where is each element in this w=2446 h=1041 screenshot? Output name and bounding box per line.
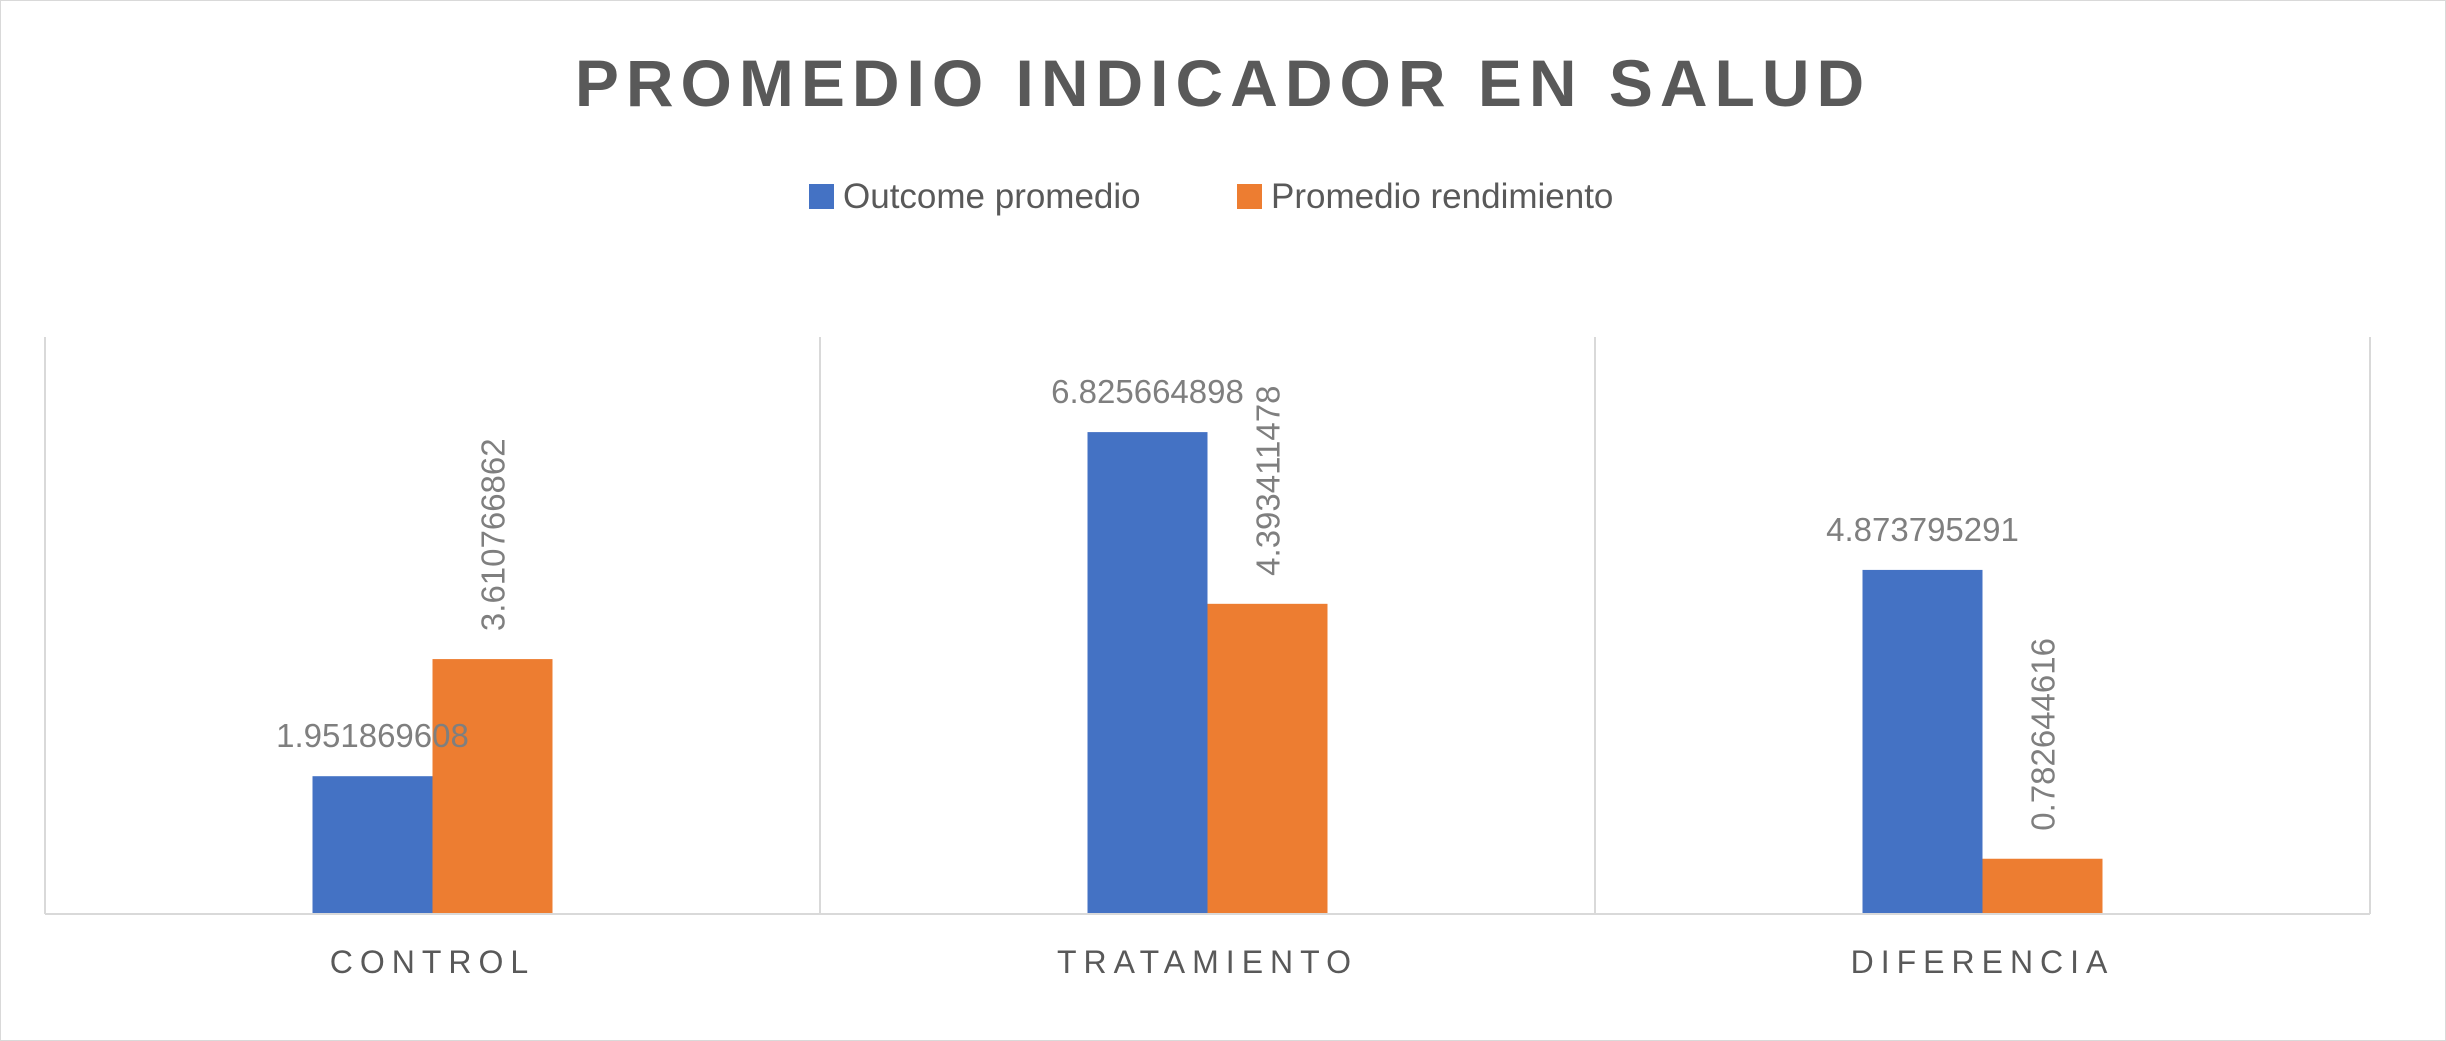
category-label-diferencia: DIFERENCIA <box>1851 944 2115 980</box>
bar-promedio-rendimiento-tratamiento <box>1207 603 1328 914</box>
data-label-outcome-promedio-diferencia: 4.873795291 <box>1826 511 2019 548</box>
bar-outcome-promedio-tratamiento <box>1087 432 1208 914</box>
bar-outcome-promedio-diferencia <box>1862 569 1983 914</box>
legend: Outcome promedio Promedio rendimiento <box>809 177 1613 216</box>
data-label-outcome-promedio-control: 1.951869608 <box>276 717 469 754</box>
category-dividers <box>44 337 2371 914</box>
legend-label-outcome-promedio: Outcome promedio <box>843 177 1141 216</box>
legend-label-promedio-rendimiento: Promedio rendimiento <box>1271 177 1613 216</box>
legend-swatch-outcome-promedio <box>809 184 834 209</box>
category-label-tratamiento: TRATAMIENTO <box>1057 944 1358 980</box>
legend-swatch-promedio-rendimiento <box>1237 184 1262 209</box>
data-label-outcome-promedio-tratamiento: 6.825664898 <box>1051 373 1244 410</box>
bar-outcome-promedio-control <box>312 776 433 914</box>
category-labels: CONTROL TRATAMIENTO DIFERENCIA <box>330 944 2115 980</box>
chart-title: PROMEDIO INDICADOR EN SALUD <box>575 46 1871 120</box>
data-labels: 1.951869608 3.610766862 6.825664898 4.39341… <box>276 373 2061 831</box>
data-label-promedio-rendimiento-control: 3.610766862 <box>475 438 512 631</box>
bar-promedio-rendimiento-diferencia <box>1982 858 2103 914</box>
data-label-promedio-rendimiento-tratamiento: 4.393411478 <box>1250 386 1287 576</box>
data-label-promedio-rendimiento-diferencia: 0.782644616 <box>2025 638 2062 831</box>
category-label-control: CONTROL <box>330 944 535 980</box>
bars <box>312 432 2103 914</box>
bar-promedio-rendimiento-control <box>432 659 553 914</box>
